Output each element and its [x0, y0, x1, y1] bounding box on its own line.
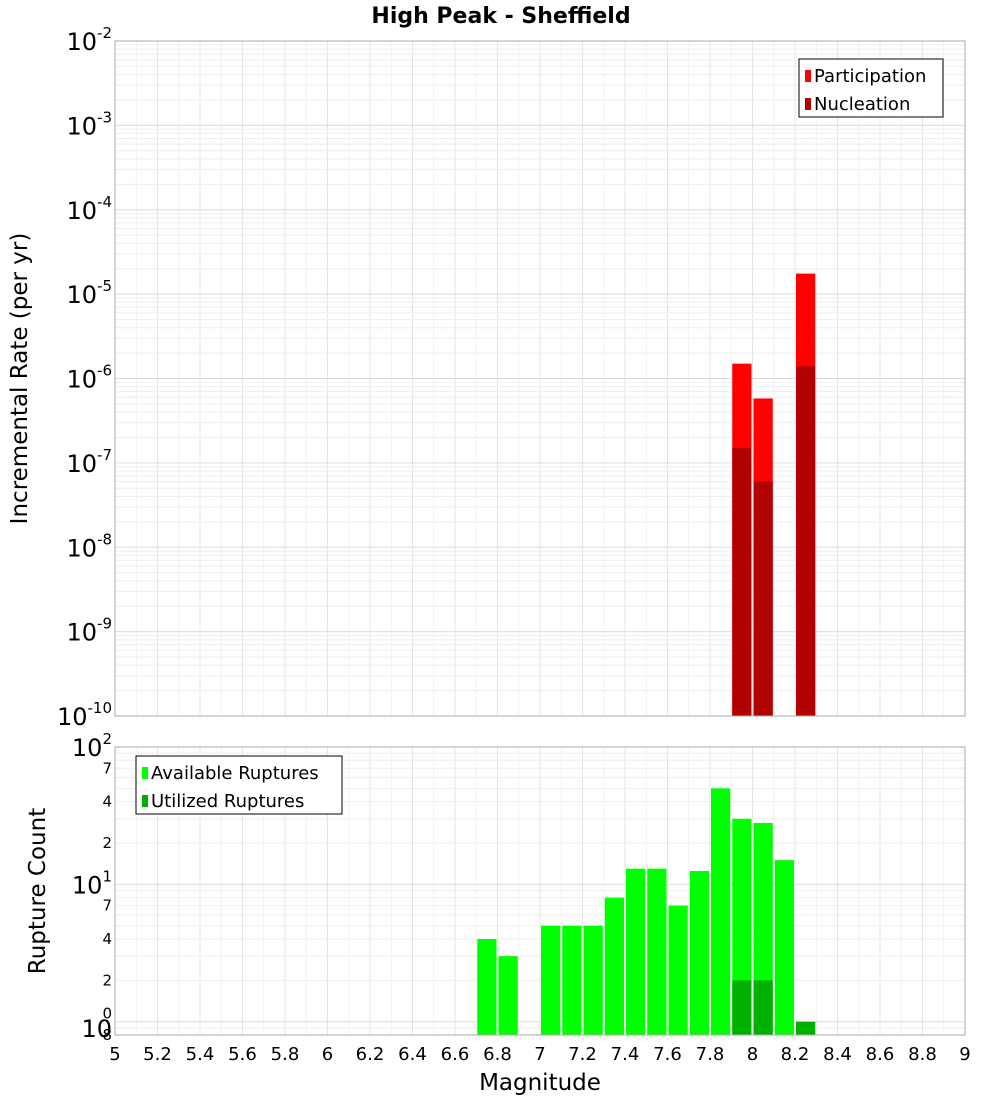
y-tick-label: 10-5 [66, 277, 112, 309]
x-tick-label: 8.8 [908, 1044, 937, 1065]
y-tick-label: 8 [102, 1026, 112, 1044]
x-tick-label: 6.4 [398, 1044, 427, 1065]
y-axis-label: Incremental Rate (per yr) [7, 233, 33, 525]
bar-available-ruptures [711, 788, 731, 1035]
rate-panel: 10-2 10-3 10-4 10-5 10-6 10-7 10-8 10-9 10-10 Inc… [7, 24, 966, 731]
y-tick-label: 4 [102, 930, 112, 948]
bar-available-ruptures [668, 905, 688, 1035]
x-tick-label: 5.6 [228, 1044, 257, 1065]
bar-available-ruptures [689, 871, 709, 1035]
y-tick-label: 101 [72, 867, 112, 899]
x-tick-label: 7.4 [611, 1044, 640, 1065]
y-tick-label: 2 [102, 834, 112, 852]
y-tick-label: 10 [81, 1015, 112, 1043]
legend-label: Available Ruptures [151, 763, 319, 784]
x-tick-label: 9 [959, 1044, 970, 1065]
legend-label: Nucleation [814, 94, 910, 115]
x-tick-label: 6.6 [441, 1044, 470, 1065]
bar-utilized-ruptures [732, 980, 752, 1035]
x-tick-label: 8 [747, 1044, 758, 1065]
bar-nucleation [753, 481, 773, 716]
x-tick-label: 8.6 [866, 1044, 895, 1065]
x-tick-label: 6 [322, 1044, 333, 1065]
y-tick-label: 10-7 [66, 446, 112, 478]
bar-available-ruptures [647, 868, 667, 1035]
legend-swatch [142, 767, 148, 779]
y-tick-label: 102 [72, 730, 112, 762]
x-tick-label: 7.8 [696, 1044, 725, 1065]
bar-available-ruptures [498, 956, 518, 1035]
x-tick-label: 8.2 [781, 1044, 810, 1065]
x-tick-label: 7 [534, 1044, 545, 1065]
y-tick-label: 10-9 [66, 615, 112, 647]
y-tick-label: 7 [102, 897, 112, 915]
bar-available-ruptures [541, 925, 561, 1035]
x-tick-label: 7.2 [568, 1044, 597, 1065]
bar-available-ruptures [477, 939, 497, 1035]
y-tick-label: 10-6 [66, 362, 112, 394]
y-tick-label: 10-8 [66, 530, 112, 562]
legend-label: Utilized Ruptures [151, 791, 304, 812]
bar-available-ruptures [583, 925, 603, 1035]
y-tick-label: 10-10 [57, 699, 112, 731]
chart-title: High Peak - Sheffield [371, 4, 630, 29]
bar-available-ruptures [626, 868, 646, 1035]
y-tick-label: 7 [102, 759, 112, 777]
bar-utilized-ruptures [796, 1021, 816, 1035]
plot-border [114, 40, 966, 717]
x-axis-label: Magnitude [479, 1070, 601, 1096]
legend-swatch [142, 795, 148, 807]
y-tick-label: 10-2 [66, 24, 112, 56]
bar-available-ruptures [604, 897, 624, 1035]
bar-nucleation [732, 448, 752, 716]
x-tick-label: 5.2 [143, 1044, 172, 1065]
y-tick-label: 0 [102, 1004, 112, 1022]
x-tick-label: 6.8 [483, 1044, 512, 1065]
legend-swatch [805, 70, 811, 82]
legend-swatch [805, 98, 811, 110]
x-tick-label: 5.8 [271, 1044, 300, 1065]
plot-border [114, 746, 966, 1036]
bar-utilized-ruptures [753, 980, 773, 1035]
bar-nucleation [796, 366, 816, 716]
x-tick-label: 6.2 [356, 1044, 385, 1065]
legend-box [135, 755, 343, 815]
x-tick-label: 5 [109, 1044, 120, 1065]
x-tick-label: 7.6 [653, 1044, 682, 1065]
x-tick-label: 8.4 [823, 1044, 852, 1065]
y-tick-label: 10-3 [66, 108, 112, 140]
legend-label: Participation [814, 66, 926, 87]
y-axis-label: Rupture Count [25, 808, 51, 974]
bar-available-ruptures [562, 925, 582, 1035]
y-tick-label: 10-4 [66, 193, 112, 225]
bar-available-ruptures [774, 860, 794, 1035]
y-tick-label: 2 [102, 971, 112, 989]
x-tick-label: 5.4 [186, 1044, 215, 1065]
legend-box [798, 58, 944, 118]
y-tick-label: 4 [102, 793, 112, 811]
